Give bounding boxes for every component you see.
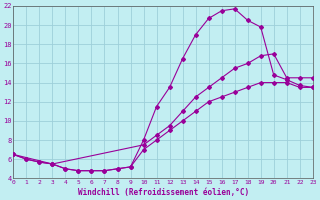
- X-axis label: Windchill (Refroidissement éolien,°C): Windchill (Refroidissement éolien,°C): [77, 188, 249, 197]
